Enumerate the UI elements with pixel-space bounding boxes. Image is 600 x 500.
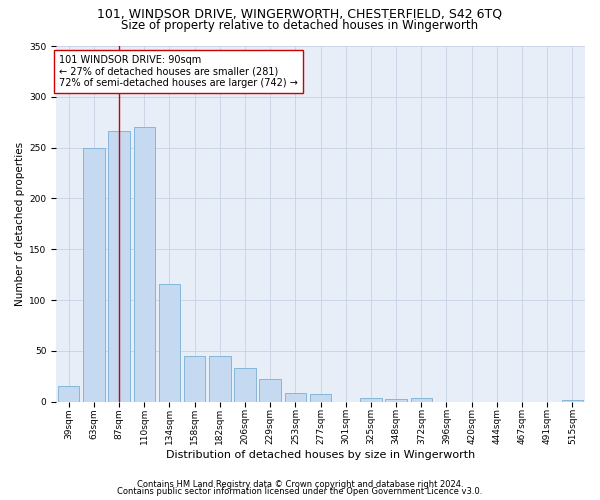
Bar: [134, 128, 155, 402]
Bar: [109, 132, 130, 402]
Y-axis label: Number of detached properties: Number of detached properties: [15, 142, 25, 306]
Bar: [159, 284, 180, 402]
Bar: [235, 368, 256, 402]
Text: Contains public sector information licensed under the Open Government Licence v3: Contains public sector information licen…: [118, 487, 482, 496]
Bar: [562, 400, 583, 402]
Text: Size of property relative to detached houses in Wingerworth: Size of property relative to detached ho…: [121, 19, 479, 32]
X-axis label: Distribution of detached houses by size in Wingerworth: Distribution of detached houses by size …: [166, 450, 475, 460]
Bar: [310, 394, 331, 402]
Bar: [385, 399, 407, 402]
Bar: [360, 398, 382, 402]
Text: Contains HM Land Registry data © Crown copyright and database right 2024.: Contains HM Land Registry data © Crown c…: [137, 480, 463, 489]
Bar: [410, 398, 432, 402]
Bar: [259, 380, 281, 402]
Text: 101 WINDSOR DRIVE: 90sqm
← 27% of detached houses are smaller (281)
72% of semi-: 101 WINDSOR DRIVE: 90sqm ← 27% of detach…: [59, 55, 298, 88]
Text: 101, WINDSOR DRIVE, WINGERWORTH, CHESTERFIELD, S42 6TQ: 101, WINDSOR DRIVE, WINGERWORTH, CHESTER…: [97, 8, 503, 20]
Bar: [284, 392, 306, 402]
Bar: [83, 148, 104, 402]
Bar: [184, 356, 205, 402]
Bar: [58, 386, 79, 402]
Bar: [209, 356, 230, 402]
